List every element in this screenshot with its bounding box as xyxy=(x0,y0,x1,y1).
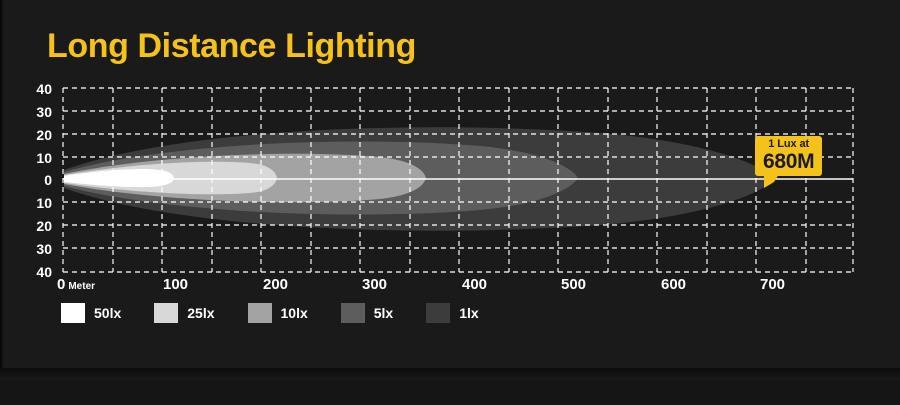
y-tick-label: 30 xyxy=(36,104,52,120)
y-tick-label: 10 xyxy=(36,150,52,166)
x-tick-label-origin: 0 Meter xyxy=(57,277,95,292)
bottom-edge-shade xyxy=(0,368,900,380)
x-tick-value: 0 xyxy=(57,276,66,293)
y-tick-label: 0 xyxy=(44,172,52,188)
legend-swatch-50lx xyxy=(61,303,85,323)
legend-label-10lx: 10lx xyxy=(280,305,308,321)
y-tick-label: 30 xyxy=(36,241,52,257)
lux-distance-callout: 1 Lux at 680M xyxy=(755,136,823,176)
bottom-panel xyxy=(0,380,900,405)
legend-item-1lx: 1lx xyxy=(426,303,479,323)
x-axis-unit-label: Meter xyxy=(68,281,96,292)
x-tick-label: 500 xyxy=(561,276,587,293)
x-tick-label: 200 xyxy=(263,276,289,293)
legend-label-5lx: 5lx xyxy=(373,305,394,321)
y-tick-label: 20 xyxy=(36,127,52,143)
y-tick-label: 10 xyxy=(36,195,52,211)
legend-item-5lx: 5lx xyxy=(340,303,394,323)
legend-swatch-25lx xyxy=(154,303,179,323)
beam-plot-svg xyxy=(62,87,854,273)
grid-horizontal-lines xyxy=(63,87,853,273)
legend-swatch-5lx xyxy=(340,303,365,323)
legend-item-50lx: 50lx xyxy=(61,303,121,323)
legend-swatch-1lx xyxy=(426,303,451,323)
y-tick-label: 40 xyxy=(36,264,52,280)
beam-layer-50lx xyxy=(64,168,174,188)
x-tick-label: 100 xyxy=(163,276,189,293)
callout-big-text: 680M xyxy=(763,150,815,173)
x-tick-label: 700 xyxy=(760,276,786,293)
y-tick-label: 40 xyxy=(36,81,52,97)
legend-item-10lx: 10lx xyxy=(247,303,308,323)
x-tick-label: 300 xyxy=(362,276,388,293)
legend-swatch-10lx xyxy=(247,303,272,323)
y-tick-label: 20 xyxy=(36,218,52,234)
legend-label-50lx: 50lx xyxy=(94,305,122,321)
plot-area: 40 30 20 10 0 10 20 30 40 0 Meter 100 200… xyxy=(36,81,854,293)
legend-label-25lx: 25lx xyxy=(187,305,215,321)
legend: 50lx 25lx 10lx 5lx 1lx xyxy=(61,303,512,323)
x-tick-label: 400 xyxy=(462,276,488,293)
grid-vertical-lines xyxy=(62,88,854,272)
legend-label-1lx: 1lx xyxy=(459,305,479,321)
x-tick-label: 600 xyxy=(661,276,687,293)
legend-item-25lx: 25lx xyxy=(154,303,215,323)
callout-pointer-tail xyxy=(764,174,779,188)
callout-small-text: 1 Lux at xyxy=(768,138,810,150)
page-title: Long Distance Lighting xyxy=(47,27,416,65)
